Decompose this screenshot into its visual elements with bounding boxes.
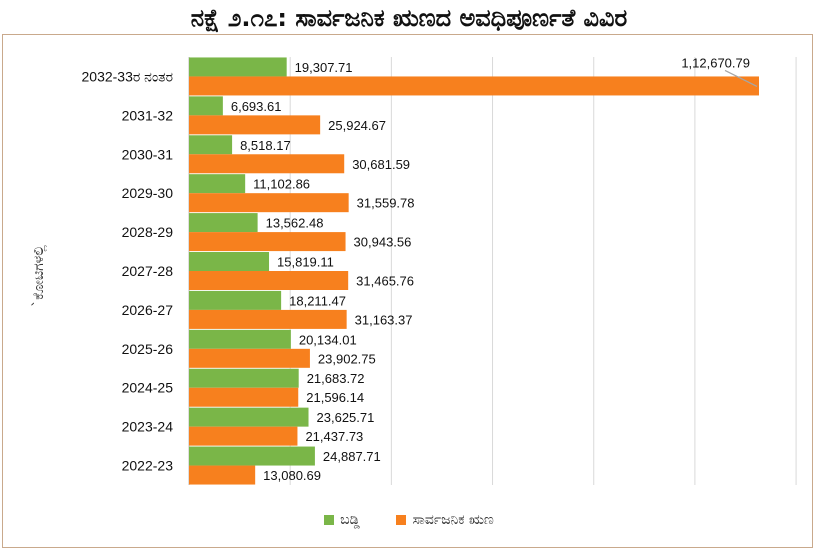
- category-label: 2023-24: [122, 419, 174, 435]
- category-label: 2028-29: [122, 224, 174, 240]
- public-debt-bar: [189, 465, 256, 485]
- interest-bar: [189, 135, 233, 155]
- data-label: 31,163.37: [355, 312, 413, 327]
- data-label: 1,12,670.79: [681, 55, 750, 70]
- interest-bar: [189, 329, 291, 349]
- interest-bar: [189, 96, 223, 116]
- public-debt-bar: [189, 154, 345, 174]
- data-label: 6,693.61: [231, 99, 282, 114]
- legend-item-public-debt: ಸಾರ್ವಜನಿಕ ಋಣ: [396, 512, 494, 528]
- interest-bar: [189, 446, 315, 466]
- data-label: 21,683.72: [307, 371, 365, 386]
- public-debt-bar: [189, 193, 349, 213]
- data-label: 18,211.47: [289, 293, 346, 308]
- interest-bar: [189, 290, 282, 310]
- public-debt-bar: [189, 348, 310, 368]
- category-label: 2027-28: [122, 263, 174, 279]
- public-debt-bar: [189, 271, 349, 290]
- data-label: 8,518.17: [240, 138, 291, 153]
- public-debt-bar: [189, 387, 299, 407]
- category-label: 2024-25: [122, 380, 174, 396]
- public-debt-bar: [189, 309, 347, 329]
- category-label: 2029-30: [122, 185, 174, 201]
- data-label: 24,887.71: [323, 449, 381, 464]
- interest-bar: [189, 407, 309, 427]
- data-label: 15,819.11: [277, 255, 334, 270]
- category-label: 2032-33ರ ನಂತರ: [82, 68, 174, 84]
- legend-label-interest: ಬಡ್ಡಿ: [340, 512, 361, 528]
- category-label: 2026-27: [122, 302, 174, 318]
- category-label: 2022-23: [122, 458, 174, 474]
- public-debt-bar: [189, 426, 298, 446]
- data-label: 19,307.71: [295, 60, 353, 75]
- data-label: 13,080.69: [263, 468, 321, 483]
- interest-bar: [189, 174, 246, 194]
- data-label: 31,465.76: [356, 274, 414, 289]
- data-label: 25,924.67: [328, 118, 386, 133]
- public-debt-bar: [189, 76, 759, 96]
- legend-label-public-debt: ಸಾರ್ವಜನಿಕ ಋಣ: [412, 512, 494, 528]
- data-label: 21,596.14: [306, 390, 364, 405]
- legend-item-interest: ಬಡ್ಡಿ: [324, 512, 360, 528]
- data-label: 11,102.86: [253, 177, 310, 192]
- data-label: 21,437.73: [305, 429, 363, 444]
- interest-bar: [189, 213, 258, 233]
- data-label: 20,134.01: [299, 332, 357, 347]
- legend: ಬಡ್ಡಿ ಸಾರ್ವಜನಿಕ ಋಣ: [0, 512, 818, 528]
- chart-area: [2, 34, 813, 548]
- interest-bar: [189, 252, 270, 271]
- data-label: 23,625.71: [317, 410, 375, 425]
- category-label: 2030-31: [122, 146, 174, 162]
- chart-title: ನಕ್ಷೆ ೨.೧೭: ಸಾರ್ವಜನಿಕ ಋಣದ ಅವಧಿಪೂರ್ಣತೆ ವಿ…: [190, 4, 628, 32]
- interest-bar: [189, 57, 287, 77]
- category-label: 2031-32: [122, 107, 174, 123]
- data-label: 23,902.75: [318, 351, 376, 366]
- public-debt-bar: [189, 115, 321, 135]
- category-label: 2025-26: [122, 341, 174, 357]
- data-label: 30,681.59: [352, 157, 410, 172]
- public-debt-bar: [189, 232, 346, 252]
- data-label: 13,562.48: [266, 216, 324, 231]
- legend-swatch-interest: [324, 515, 335, 525]
- interest-bar: [189, 368, 299, 388]
- legend-swatch-public-debt: [396, 515, 407, 525]
- data-label: 31,559.78: [357, 196, 415, 211]
- data-label: 30,943.56: [354, 235, 412, 250]
- data-label-leader: [724, 69, 758, 87]
